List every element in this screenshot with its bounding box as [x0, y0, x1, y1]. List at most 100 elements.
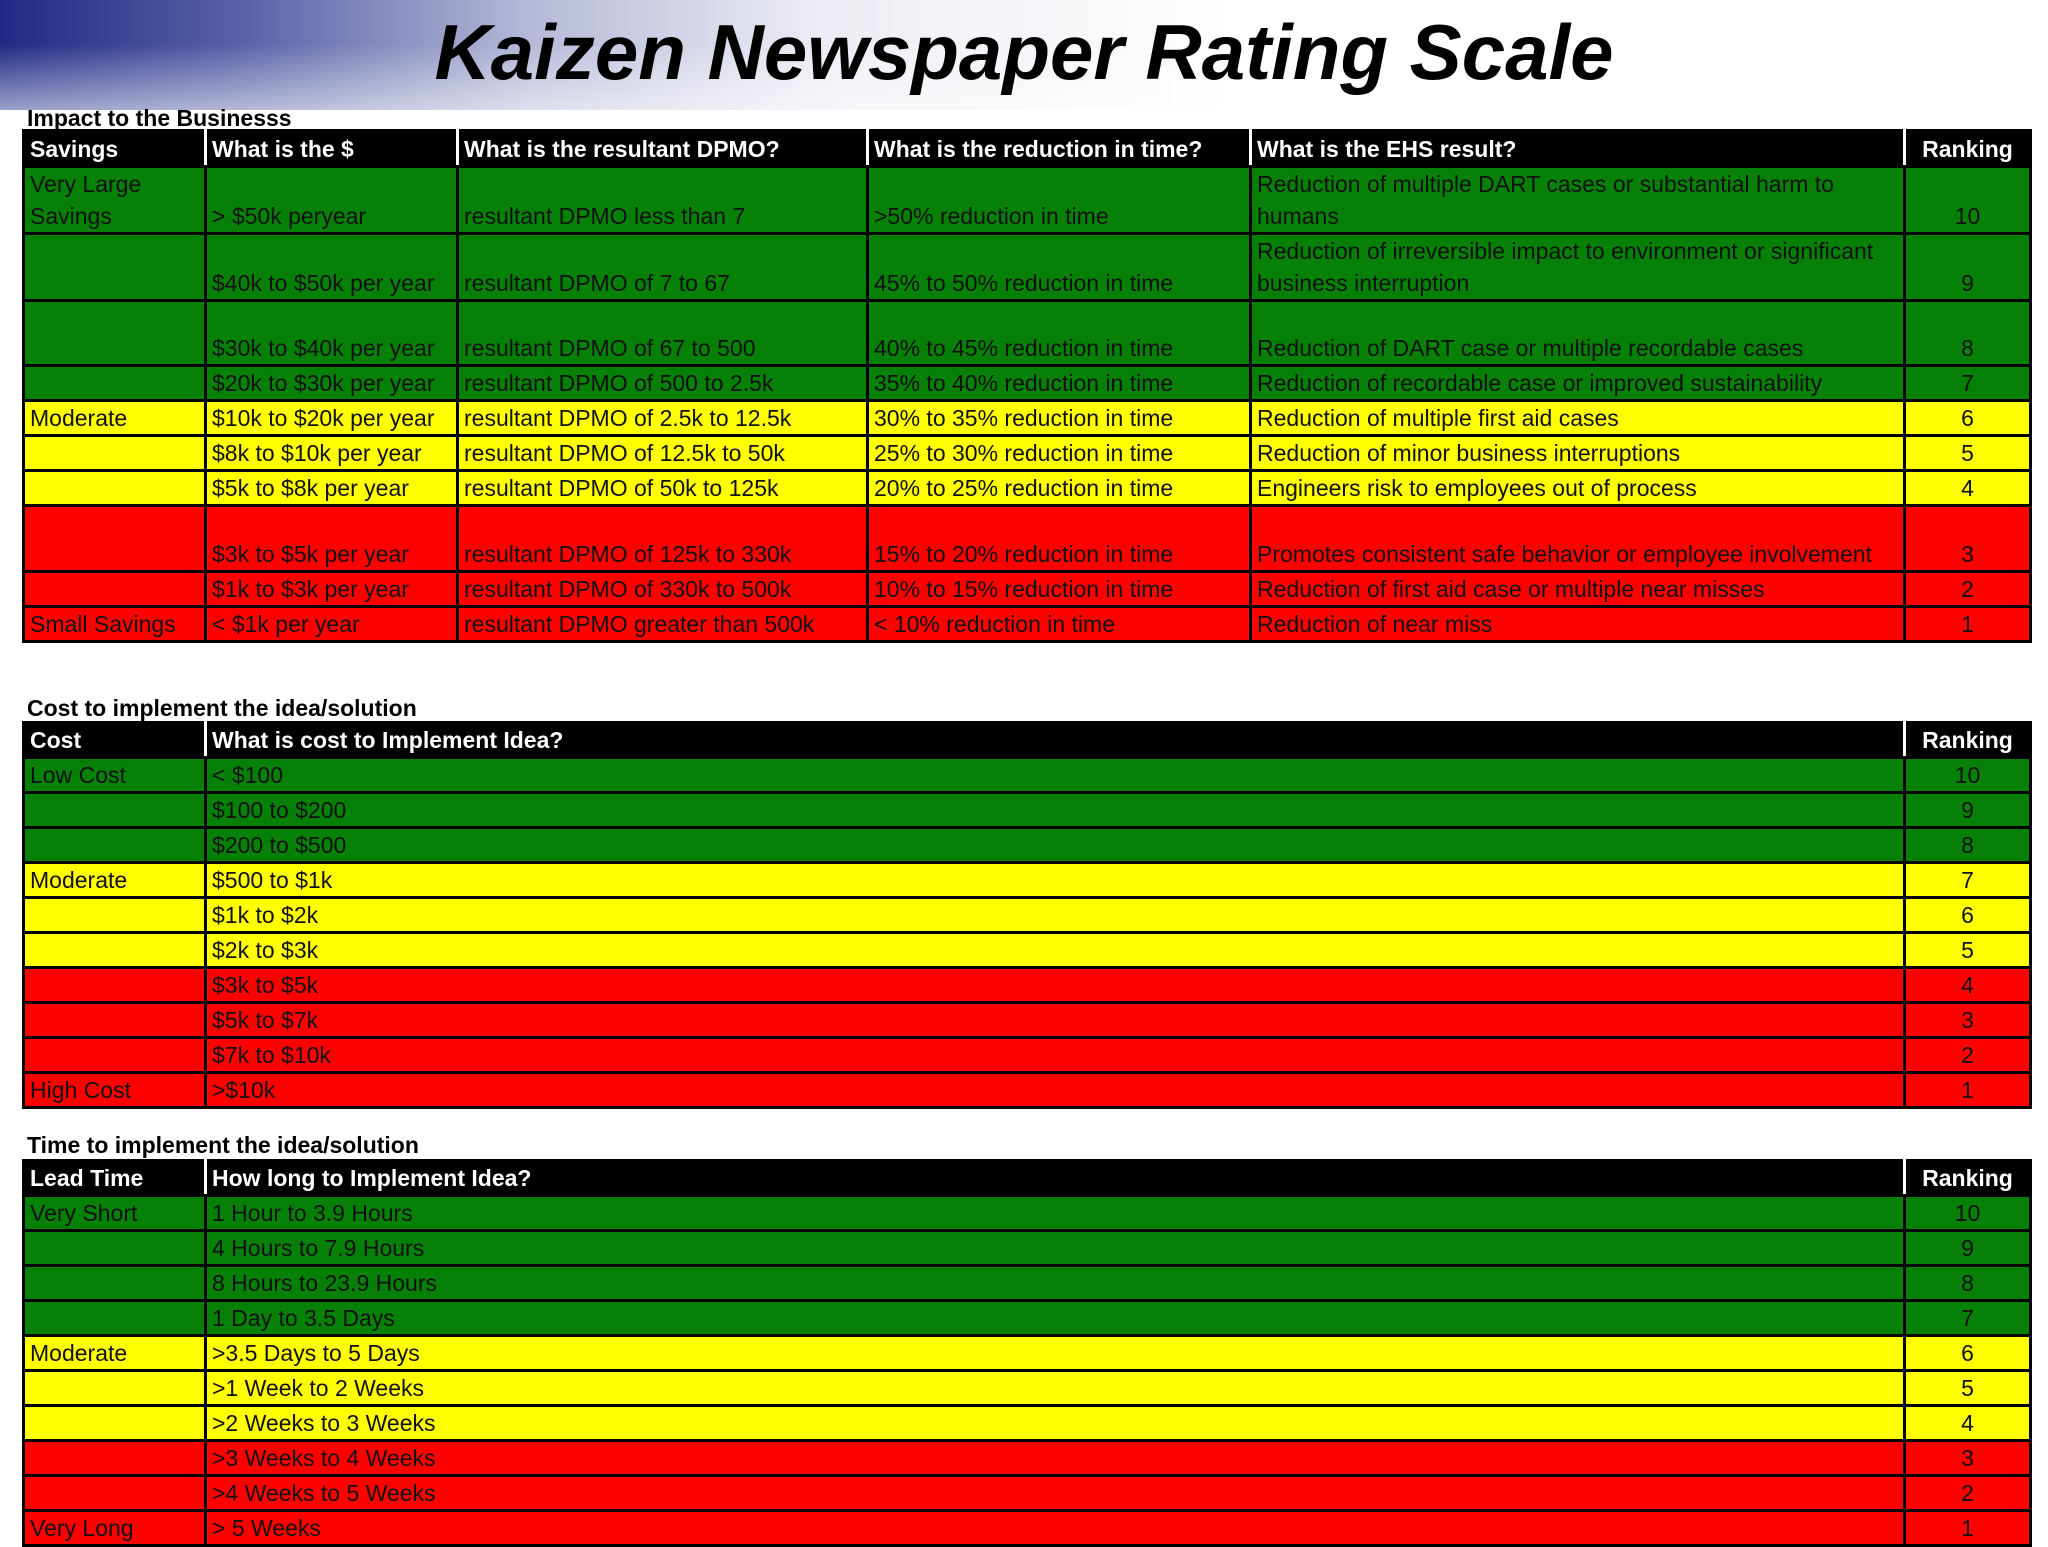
impact-time-cell: 15% to 20% reduction in time	[866, 504, 1252, 573]
time-category-cell	[22, 1369, 207, 1407]
time-value-cell: 1 Day to 3.5 Days	[204, 1299, 1906, 1337]
cost-rank-cell: 2	[1903, 1036, 2032, 1074]
cost-value-cell: $200 to $500	[204, 826, 1906, 864]
impact-row: $30k to $40k per year resultant DPMO of 6…	[22, 299, 2032, 367]
impact-dollars-cell: $5k to $8k per year	[204, 469, 459, 507]
cost-value-cell: $7k to $10k	[204, 1036, 1906, 1074]
impact-time-cell: < 10% reduction in time	[866, 605, 1252, 643]
time-value-cell: > 5 Weeks	[204, 1509, 1906, 1547]
impact-ehs-cell: Reduction of near miss	[1249, 605, 1906, 643]
impact-dpmo-cell: resultant DPMO of 2.5k to 12.5k	[456, 399, 869, 437]
time-category-cell	[22, 1439, 207, 1477]
time-category-cell	[22, 1299, 207, 1337]
impact-row: $20k to $30k per year resultant DPMO of 5…	[22, 364, 2032, 402]
impact-dpmo-cell: resultant DPMO of 7 to 67	[456, 232, 869, 302]
impact-ehs-cell: Reduction of recordable case or improved…	[1249, 364, 1906, 402]
impact-header-dollars: What is the $	[204, 129, 459, 168]
time-section-label: Time to implement the idea/solution	[27, 1132, 419, 1158]
impact-category-cell: Very Large Savings	[22, 165, 207, 235]
impact-dollars-cell: $10k to $20k per year	[204, 399, 459, 437]
page-title: Kaizen Newspaper Rating Scale	[434, 8, 1614, 96]
time-row: Moderate >3.5 Days to 5 Days 6	[22, 1334, 2032, 1372]
impact-rank-cell: 1	[1903, 605, 2032, 643]
impact-dollars-cell: > $50k peryear	[204, 165, 459, 235]
cost-rank-cell: 4	[1903, 966, 2032, 1004]
impact-header-dpmo: What is the resultant DPMO?	[456, 129, 869, 168]
impact-category-cell	[22, 299, 207, 367]
time-header-category: Lead Time	[22, 1159, 207, 1197]
impact-category-cell	[22, 504, 207, 573]
cost-row: High Cost >$10k 1	[22, 1071, 2032, 1109]
impact-row: $3k to $5k per year resultant DPMO of 125…	[22, 504, 2032, 573]
cost-header-ranking: Ranking	[1903, 721, 2032, 759]
time-value-cell: 8 Hours to 23.9 Hours	[204, 1264, 1906, 1302]
cost-category-cell: High Cost	[22, 1071, 207, 1109]
impact-dollars-cell: $20k to $30k per year	[204, 364, 459, 402]
impact-rank-cell: 8	[1903, 299, 2032, 367]
impact-header-savings: Savings	[22, 129, 207, 168]
cost-row: $200 to $500 8	[22, 826, 2032, 864]
impact-time-cell: 45% to 50% reduction in time	[866, 232, 1252, 302]
impact-rank-cell: 5	[1903, 434, 2032, 472]
time-category-cell	[22, 1474, 207, 1512]
time-header-row: Lead Time How long to Implement Idea? Ra…	[22, 1159, 2032, 1197]
impact-time-cell: 30% to 35% reduction in time	[866, 399, 1252, 437]
impact-dollars-cell: $40k to $50k per year	[204, 232, 459, 302]
time-rank-cell: 6	[1903, 1334, 2032, 1372]
impact-row: Small Savings < $1k per year resultant DP…	[22, 605, 2032, 643]
impact-rank-cell: 9	[1903, 232, 2032, 302]
cost-value-cell: < $100	[204, 756, 1906, 794]
impact-row: $40k to $50k per year resultant DPMO of 7…	[22, 232, 2032, 302]
time-value-cell: >4 Weeks to 5 Weeks	[204, 1474, 1906, 1512]
cost-value-cell: >$10k	[204, 1071, 1906, 1109]
impact-ehs-cell: Reduction of minor business interruption…	[1249, 434, 1906, 472]
impact-time-cell: 20% to 25% reduction in time	[866, 469, 1252, 507]
cost-header-question: What is cost to Implement Idea?	[204, 721, 1906, 759]
time-rank-cell: 10	[1903, 1194, 2032, 1232]
impact-row: $1k to $3k per year resultant DPMO of 330…	[22, 570, 2032, 608]
cost-value-cell: $2k to $3k	[204, 931, 1906, 969]
impact-ehs-cell: Promotes consistent safe behavior or emp…	[1249, 504, 1906, 573]
time-rank-cell: 5	[1903, 1369, 2032, 1407]
impact-section-label: Impact to the Businesss	[27, 105, 292, 131]
impact-time-cell: 10% to 15% reduction in time	[866, 570, 1252, 608]
time-rank-cell: 1	[1903, 1509, 2032, 1547]
time-rank-cell: 3	[1903, 1439, 2032, 1477]
cost-row: $100 to $200 9	[22, 791, 2032, 829]
title-banner	[0, 0, 2048, 110]
cost-category-cell: Low Cost	[22, 756, 207, 794]
impact-row: $5k to $8k per year resultant DPMO of 50k…	[22, 469, 2032, 507]
impact-dpmo-cell: resultant DPMO of 330k to 500k	[456, 570, 869, 608]
time-header-ranking: Ranking	[1903, 1159, 2032, 1197]
cost-category-cell	[22, 791, 207, 829]
impact-dollars-cell: $30k to $40k per year	[204, 299, 459, 367]
impact-dollars-cell: $8k to $10k per year	[204, 434, 459, 472]
impact-category-cell	[22, 364, 207, 402]
time-category-cell: Moderate	[22, 1334, 207, 1372]
time-row: >1 Week to 2 Weeks 5	[22, 1369, 2032, 1407]
cost-rank-cell: 10	[1903, 756, 2032, 794]
time-value-cell: 1 Hour to 3.9 Hours	[204, 1194, 1906, 1232]
time-value-cell: >3.5 Days to 5 Days	[204, 1334, 1906, 1372]
impact-rank-cell: 3	[1903, 504, 2032, 573]
impact-category-cell	[22, 434, 207, 472]
impact-ehs-cell: Engineers risk to employees out of proce…	[1249, 469, 1906, 507]
cost-category-cell: Moderate	[22, 861, 207, 899]
impact-header-ehs: What is the EHS result?	[1249, 129, 1906, 168]
time-row: Very Long > 5 Weeks 1	[22, 1509, 2032, 1547]
impact-ehs-cell: Reduction of multiple DART cases or subs…	[1249, 165, 1906, 235]
impact-category-cell: Small Savings	[22, 605, 207, 643]
impact-dpmo-cell: resultant DPMO greater than 500k	[456, 605, 869, 643]
impact-table: Savings What is the $ What is the result…	[22, 129, 2032, 643]
time-header-question: How long to Implement Idea?	[204, 1159, 1906, 1197]
impact-rank-cell: 7	[1903, 364, 2032, 402]
time-category-cell	[22, 1404, 207, 1442]
time-rank-cell: 8	[1903, 1264, 2032, 1302]
time-category-cell	[22, 1264, 207, 1302]
impact-time-cell: 40% to 45% reduction in time	[866, 299, 1252, 367]
impact-category-cell	[22, 232, 207, 302]
cost-row: $2k to $3k 5	[22, 931, 2032, 969]
impact-ehs-cell: Reduction of irreversible impact to envi…	[1249, 232, 1906, 302]
cost-header-category: Cost	[22, 721, 207, 759]
impact-time-cell: 25% to 30% reduction in time	[866, 434, 1252, 472]
